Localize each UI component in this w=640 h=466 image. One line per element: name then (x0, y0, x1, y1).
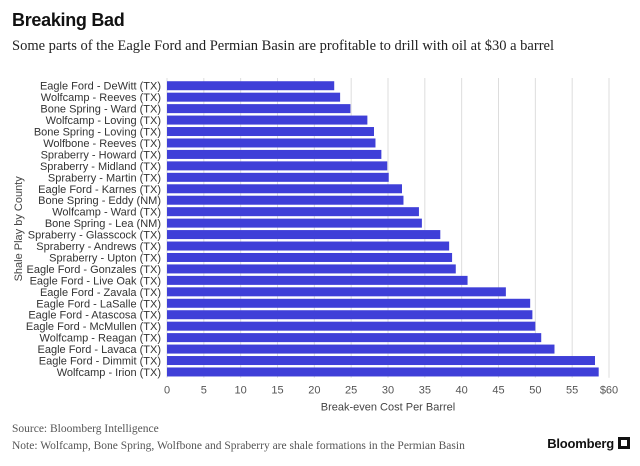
bars (167, 81, 599, 377)
x-tick-label: 50 (529, 385, 541, 397)
category-label: Wolfcamp - Irion (TX) (57, 367, 161, 379)
x-tick-label: 35 (419, 385, 431, 397)
bar (167, 218, 422, 228)
bar (167, 287, 506, 297)
x-tick-label: 0 (164, 385, 170, 397)
category-label: Eagle Ford - DeWitt (TX) (40, 81, 161, 93)
bar (167, 321, 536, 331)
category-label: Bone Spring - Lea (NM) (45, 218, 161, 230)
category-label: Eagle Ford - Lavaca (TX) (38, 344, 162, 356)
bloomberg-logo: Bloomberg (547, 436, 614, 451)
x-tick-label: 45 (492, 385, 504, 397)
category-label: Eagle Ford - Live Oak (TX) (30, 275, 161, 287)
bar (167, 115, 368, 125)
x-tick-label: 25 (345, 385, 357, 397)
x-tick-label: 15 (271, 385, 283, 397)
bar (167, 264, 456, 274)
bar (167, 92, 341, 102)
x-tick-label: 5 (201, 385, 207, 397)
category-label: Wolfcamp - Loving (TX) (46, 115, 161, 127)
category-label: Wolfcamp - Ward (TX) (52, 207, 161, 219)
bar (167, 207, 419, 217)
source-note: Source: Bloomberg Intelligence (12, 423, 159, 435)
y-axis-title: Shale Play by County (13, 176, 25, 282)
x-tick-label: 40 (456, 385, 468, 397)
bar-chart: Eagle Ford - DeWitt (TX)Wolfcamp - Reeve… (13, 78, 618, 414)
x-tick-label: 10 (235, 385, 247, 397)
bar (167, 172, 389, 182)
x-tick-label: 20 (308, 385, 320, 397)
bar (167, 161, 388, 171)
bar (167, 241, 450, 251)
x-tick-label: 30 (382, 385, 394, 397)
category-label: Spraberry - Howard (TX) (41, 149, 161, 161)
bar (167, 252, 453, 262)
category-label: Eagle Ford - Atascosa (TX) (28, 310, 161, 322)
chart-subtitle: Some parts of the Eagle Ford and Permian… (12, 38, 554, 54)
bar (167, 104, 351, 114)
bar (167, 81, 335, 91)
x-tick-label: 55 (566, 385, 578, 397)
bar (167, 184, 402, 194)
bar (167, 333, 542, 343)
category-label: Eagle Ford - Karnes (TX) (38, 184, 161, 196)
x-axis-title: Break-even Cost Per Barrel (321, 402, 456, 414)
bar (167, 275, 468, 285)
bar (167, 356, 596, 366)
category-label: Spraberry - Glasscock (TX) (28, 230, 161, 242)
category-label: Wolfcamp - Reagan (TX) (40, 333, 161, 345)
category-label: Eagle Ford - Dimmit (TX) (39, 356, 161, 368)
category-label: Spraberry - Midland (TX) (40, 161, 161, 173)
bar (167, 195, 404, 205)
category-label: Wolfcamp - Reeves (TX) (41, 92, 161, 104)
category-label: Bone Spring - Eddy (NM) (38, 195, 161, 207)
category-label: Bone Spring - Loving (TX) (34, 127, 161, 139)
bar (167, 138, 376, 148)
footnote: Note: Wolfcamp, Bone Spring, Wolfbone an… (12, 440, 465, 452)
category-label: Spraberry - Andrews (TX) (36, 241, 161, 253)
x-tick-label: $60 (600, 385, 618, 397)
category-label: Eagle Ford - Gonzales (TX) (27, 264, 162, 276)
category-label: Eagle Ford - McMullen (TX) (26, 321, 161, 333)
category-label: Eagle Ford - LaSalle (TX) (36, 298, 161, 310)
x-tick-labels: 0 5 10 15 20 25 30 35 40 45 50 55 $60 (164, 385, 618, 397)
bar (167, 230, 441, 240)
category-label: Spraberry - Upton (TX) (49, 252, 161, 264)
category-label: Eagle Ford - Zavala (TX) (40, 287, 161, 299)
bar (167, 298, 531, 308)
bar (167, 344, 555, 354)
bar (167, 127, 375, 137)
category-label: Bone Spring - Ward (TX) (40, 104, 161, 116)
category-label: Wolfbone - Reeves (TX) (43, 138, 161, 150)
category-labels: Eagle Ford - DeWitt (TX)Wolfcamp - Reeve… (26, 81, 161, 379)
bar (167, 310, 533, 320)
bar (167, 149, 382, 159)
bar (167, 367, 599, 377)
category-label: Spraberry - Martin (TX) (48, 172, 161, 184)
logo-square-icon (618, 437, 630, 449)
chart-title: Breaking Bad (12, 10, 125, 30)
